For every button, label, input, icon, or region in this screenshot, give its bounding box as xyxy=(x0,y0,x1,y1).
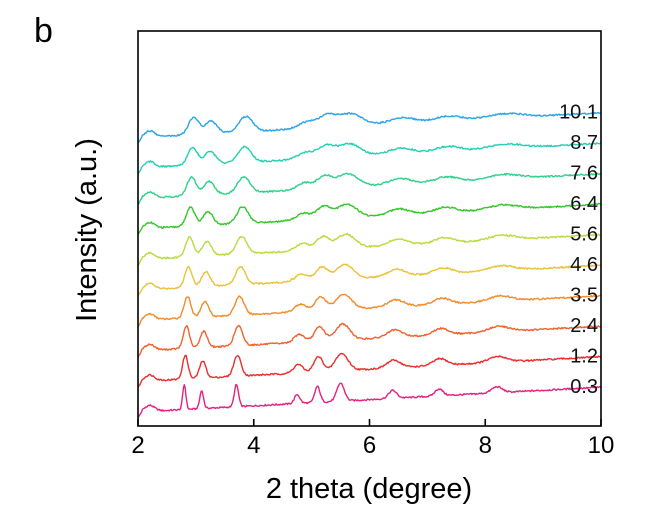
series-line-7.6 xyxy=(137,172,602,206)
x-axis-ticks: 2 4 6 8 10 xyxy=(131,419,614,459)
series-labels: 0.3 1.2 2.4 3.5 4.6 5.6 6.4 7.6 8.7 10.1 xyxy=(559,102,598,399)
series-line-3.5 xyxy=(137,293,602,327)
y-axis-title: Intensity (a.u.) xyxy=(71,138,103,322)
series-label-6.4: 6.4 xyxy=(570,193,598,215)
x-axis-title: 2 theta (degree) xyxy=(266,473,472,505)
series-line-10.1 xyxy=(137,111,602,144)
plot-frame xyxy=(137,30,602,427)
series-label-7.6: 7.6 xyxy=(570,163,598,185)
panel-label: b xyxy=(34,12,53,50)
x-tick-label: 10 xyxy=(588,432,615,459)
series-label-10.1: 10.1 xyxy=(559,102,598,124)
series-line-0.3 xyxy=(137,382,602,419)
series-line-5.6 xyxy=(137,232,602,266)
series-label-2.4: 2.4 xyxy=(570,315,598,337)
x-tick-label: 6 xyxy=(363,432,376,459)
x-tick-label: 4 xyxy=(247,432,260,459)
x-tick-label: 8 xyxy=(479,432,492,459)
series-line-1.2 xyxy=(137,352,602,389)
series-label-1.2: 1.2 xyxy=(570,346,598,368)
series-label-8.7: 8.7 xyxy=(570,132,598,154)
x-tick-label: 2 xyxy=(131,432,144,459)
series-line-4.6 xyxy=(137,263,602,297)
series-curves xyxy=(137,111,602,419)
series-line-8.7 xyxy=(137,141,602,175)
series-line-2.4 xyxy=(137,322,602,358)
series-label-4.6: 4.6 xyxy=(570,254,598,276)
series-label-5.6: 5.6 xyxy=(570,224,598,246)
series-label-0.3: 0.3 xyxy=(570,376,598,398)
series-line-6.4 xyxy=(137,202,602,236)
series-label-3.5: 3.5 xyxy=(570,285,598,307)
